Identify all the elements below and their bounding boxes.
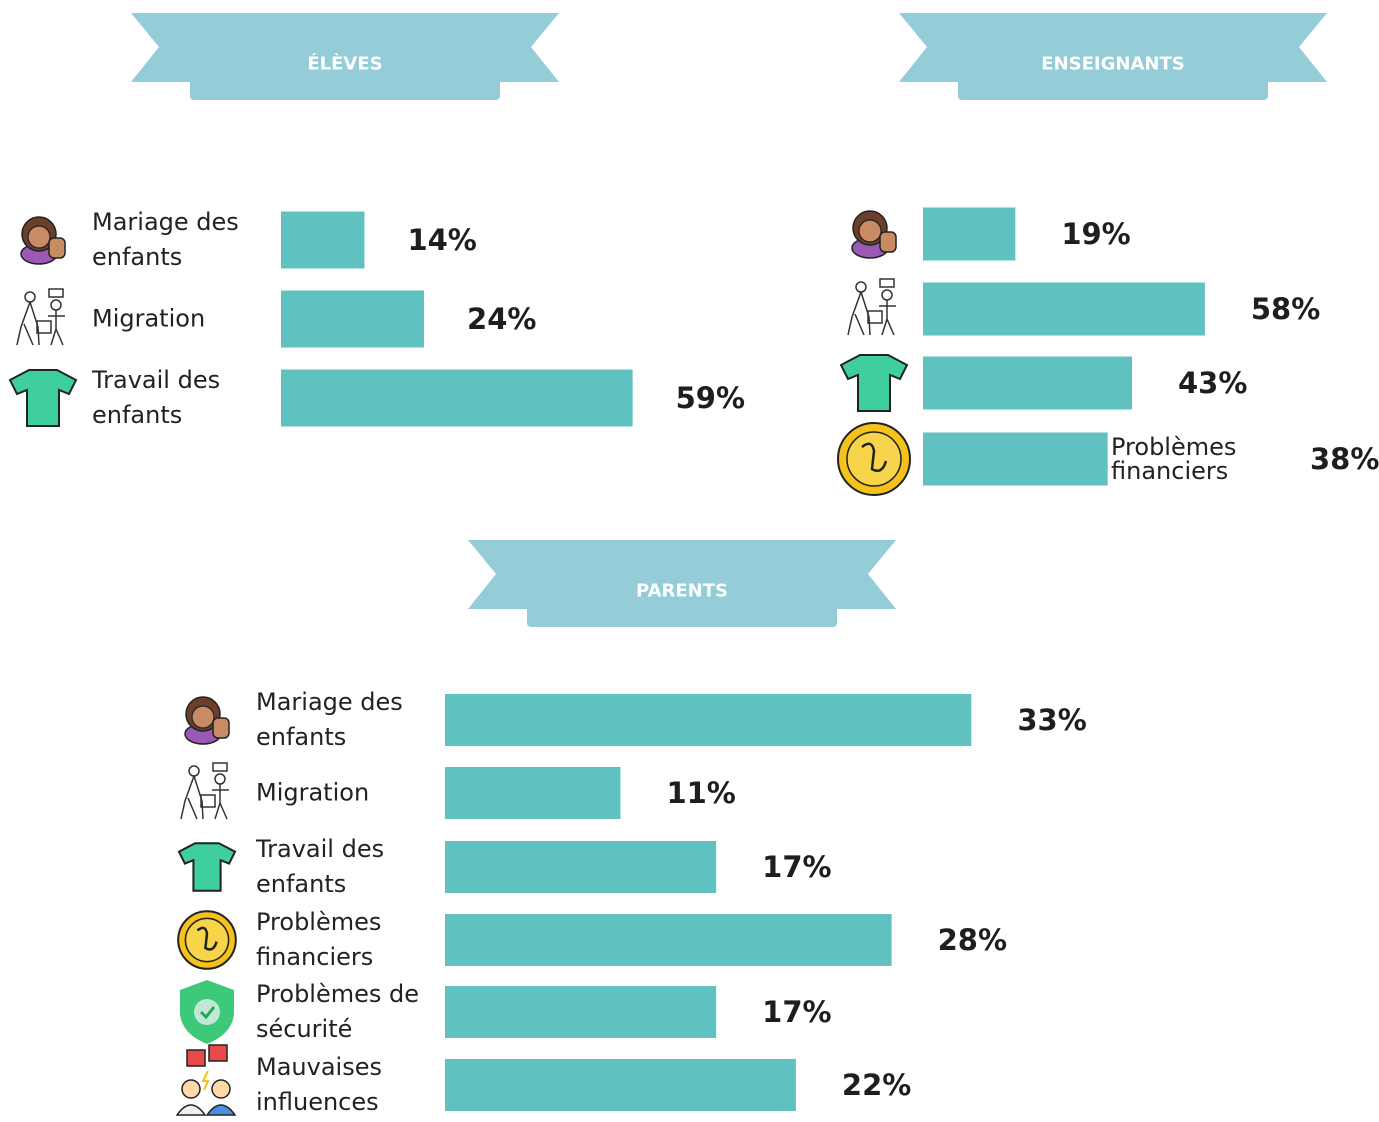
category-label: Mauvaises influences bbox=[256, 1053, 382, 1116]
icon bbox=[175, 1044, 237, 1116]
bar bbox=[445, 986, 717, 1038]
value-label: 11% bbox=[666, 776, 736, 810]
icon-part bbox=[181, 1079, 201, 1099]
bar bbox=[445, 767, 621, 819]
icon-part bbox=[205, 1104, 237, 1116]
icon-part bbox=[212, 784, 229, 820]
icon-part bbox=[879, 300, 896, 336]
icon bbox=[180, 980, 234, 1044]
icon-part bbox=[881, 289, 893, 301]
category-label: Travail des enfants bbox=[92, 366, 221, 429]
ribbon-front bbox=[468, 540, 896, 609]
icon-part bbox=[201, 1070, 210, 1091]
value-label: 17% bbox=[762, 850, 832, 884]
value-label: 19% bbox=[1061, 217, 1131, 251]
icon-part bbox=[191, 705, 215, 729]
icon-part bbox=[188, 765, 200, 777]
icon-part bbox=[16, 301, 40, 346]
icon-part bbox=[211, 1079, 231, 1099]
category-label: Migration bbox=[256, 778, 370, 807]
icon-part bbox=[879, 278, 895, 288]
icon-part bbox=[48, 310, 65, 346]
icon bbox=[851, 210, 897, 259]
icon-part bbox=[36, 320, 52, 334]
bar bbox=[923, 432, 1108, 486]
category-label: Mariage des enfants bbox=[256, 688, 403, 751]
bar bbox=[445, 841, 717, 893]
value-label: 24% bbox=[467, 302, 537, 336]
bar bbox=[923, 282, 1205, 336]
icon bbox=[8, 369, 78, 427]
icon-part bbox=[212, 762, 228, 772]
value-label: 38% bbox=[1310, 442, 1379, 476]
ribbon-title: ÉLÈVES bbox=[307, 53, 383, 75]
icon-part bbox=[48, 237, 66, 259]
icon bbox=[837, 422, 911, 496]
category-label: Mariage des enfants bbox=[92, 208, 239, 271]
icon bbox=[180, 762, 229, 820]
bar bbox=[281, 369, 633, 427]
ribbon-front bbox=[899, 13, 1327, 82]
icon bbox=[20, 216, 66, 265]
ribbon bbox=[468, 540, 896, 627]
icon-part bbox=[196, 926, 218, 951]
icon bbox=[847, 278, 896, 336]
icon bbox=[839, 354, 909, 412]
icon bbox=[16, 288, 65, 346]
icon-part bbox=[186, 1049, 206, 1067]
icon-part bbox=[50, 299, 62, 311]
icon-part bbox=[214, 773, 226, 785]
bar bbox=[281, 211, 365, 269]
icon bbox=[177, 910, 237, 970]
bar bbox=[445, 694, 972, 746]
icon-part bbox=[858, 219, 882, 243]
icon-part bbox=[175, 1104, 207, 1116]
icon-part bbox=[847, 291, 871, 336]
icon-part bbox=[27, 225, 51, 249]
icon-part bbox=[208, 1044, 228, 1062]
icon-part bbox=[199, 1006, 216, 1020]
category-label: Migration bbox=[92, 304, 206, 333]
value-label: 17% bbox=[762, 995, 832, 1029]
bar bbox=[445, 1059, 796, 1111]
icon-part bbox=[194, 999, 220, 1025]
value-label: 33% bbox=[1017, 703, 1087, 737]
bar bbox=[923, 207, 1016, 261]
ribbon bbox=[131, 13, 559, 100]
icon-part bbox=[24, 291, 36, 303]
icon bbox=[184, 696, 230, 745]
icon-part bbox=[180, 775, 204, 820]
value-label: 22% bbox=[841, 1068, 912, 1102]
icon-part bbox=[867, 310, 883, 324]
icon-part bbox=[861, 442, 888, 472]
icon-part bbox=[212, 717, 230, 739]
ribbon-title: ENSEIGNANTS bbox=[1041, 53, 1185, 75]
ribbon bbox=[899, 13, 1327, 100]
bar bbox=[923, 356, 1132, 410]
icon-part bbox=[200, 794, 216, 808]
icon-part bbox=[48, 288, 64, 298]
value-label: 43% bbox=[1177, 366, 1248, 400]
category-label: Problèmes financiers bbox=[256, 908, 382, 971]
value-label: 59% bbox=[675, 381, 746, 415]
icon-part bbox=[855, 281, 867, 293]
value-label: 14% bbox=[407, 223, 477, 257]
category-label: Problèmes financiers bbox=[1111, 433, 1237, 485]
icon-part bbox=[879, 231, 897, 253]
value-label: 58% bbox=[1250, 292, 1321, 326]
value-label: 28% bbox=[937, 923, 1008, 957]
category-label: Travail des enfants bbox=[256, 835, 385, 898]
icon bbox=[177, 842, 237, 892]
bar bbox=[281, 290, 425, 348]
ribbon-title: PARENTS bbox=[636, 580, 728, 602]
category-label: Problèmes de sécurité bbox=[256, 980, 420, 1043]
bar bbox=[445, 914, 892, 966]
ribbon-front bbox=[131, 13, 559, 82]
